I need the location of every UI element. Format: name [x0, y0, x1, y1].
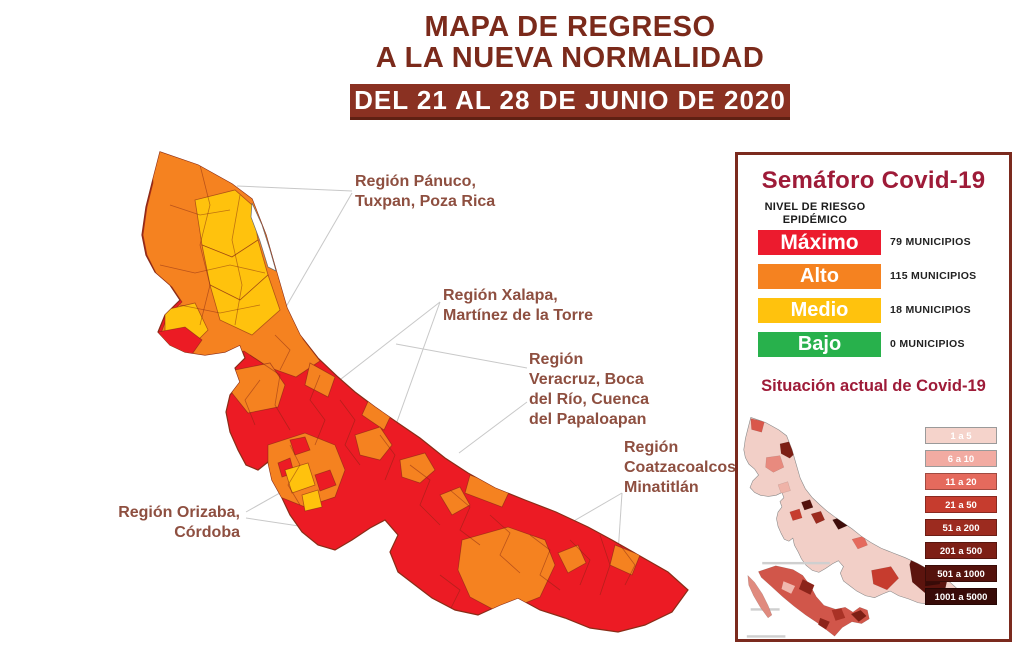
level-bar-bajo: Bajo — [758, 332, 881, 357]
case-legend-51-200: 51 a 200 — [925, 519, 997, 536]
region-label-coatzacoalcos: Región Coatzacoalcos, Minatitlán — [624, 439, 741, 496]
level-count-alto: 115 MUNICIPIOS — [890, 270, 977, 282]
panel-title: Semáforo Covid-19 — [761, 167, 986, 194]
region-label-veracruz: Región Veracruz, Boca del Río, Cuenca de… — [529, 351, 650, 428]
level-bar-alto: Alto — [758, 264, 881, 289]
level-bar-maximo: Máximo — [758, 230, 881, 255]
level-count-bajo: 0 MUNICIPIOS — [890, 338, 965, 350]
region-label-orizaba: Región Orizaba, Córdoba — [118, 504, 240, 541]
case-legend-1-5: 1 a 5 — [925, 427, 997, 444]
level-count-maximo: 79 MUNICIPIOS — [890, 236, 971, 248]
fine-print-line — [746, 635, 786, 638]
lagoon-shape — [250, 202, 277, 272]
case-legend-21-50: 21 a 50 — [925, 496, 997, 513]
case-legend-11-20: 11 a 20 — [925, 473, 997, 490]
situation-title: Situación actual de Covid-19 — [761, 377, 986, 395]
risk-level-subtitle: NIVEL DE RIESGO EPIDÉMICO — [764, 201, 866, 226]
case-legend-501-1000: 501 a 1000 — [925, 565, 997, 582]
header: MAPA DE REGRESO A LA NUEVA NORMALIDAD — [310, 12, 830, 74]
region-label-xalapa: Región Xalapa, Martínez de la Torre — [443, 287, 593, 324]
case-legend-201-500: 201 a 500 — [925, 542, 997, 559]
level-bar-medio: Medio — [758, 298, 881, 323]
case-legend-1001-5000: 1001 a 5000 — [925, 588, 997, 605]
region-label-panuco: Región Pánuco, Tuxpan, Poza Rica — [355, 173, 496, 210]
case-legend-6-10: 6 a 10 — [925, 450, 997, 467]
fine-print-line — [762, 561, 830, 565]
state-shape — [141, 151, 689, 633]
semaforo-panel: Semáforo Covid-19 NIVEL DE RIESGO EPIDÉM… — [735, 152, 1012, 642]
mexico-inset-map — [746, 561, 870, 638]
level-count-medio: 18 MUNICIPIOS — [890, 304, 971, 316]
date-banner: DEL 21 AL 28 DE JUNIO DE 2020 — [350, 84, 790, 120]
page-title: MAPA DE REGRESO A LA NUEVA NORMALIDAD — [375, 11, 765, 74]
